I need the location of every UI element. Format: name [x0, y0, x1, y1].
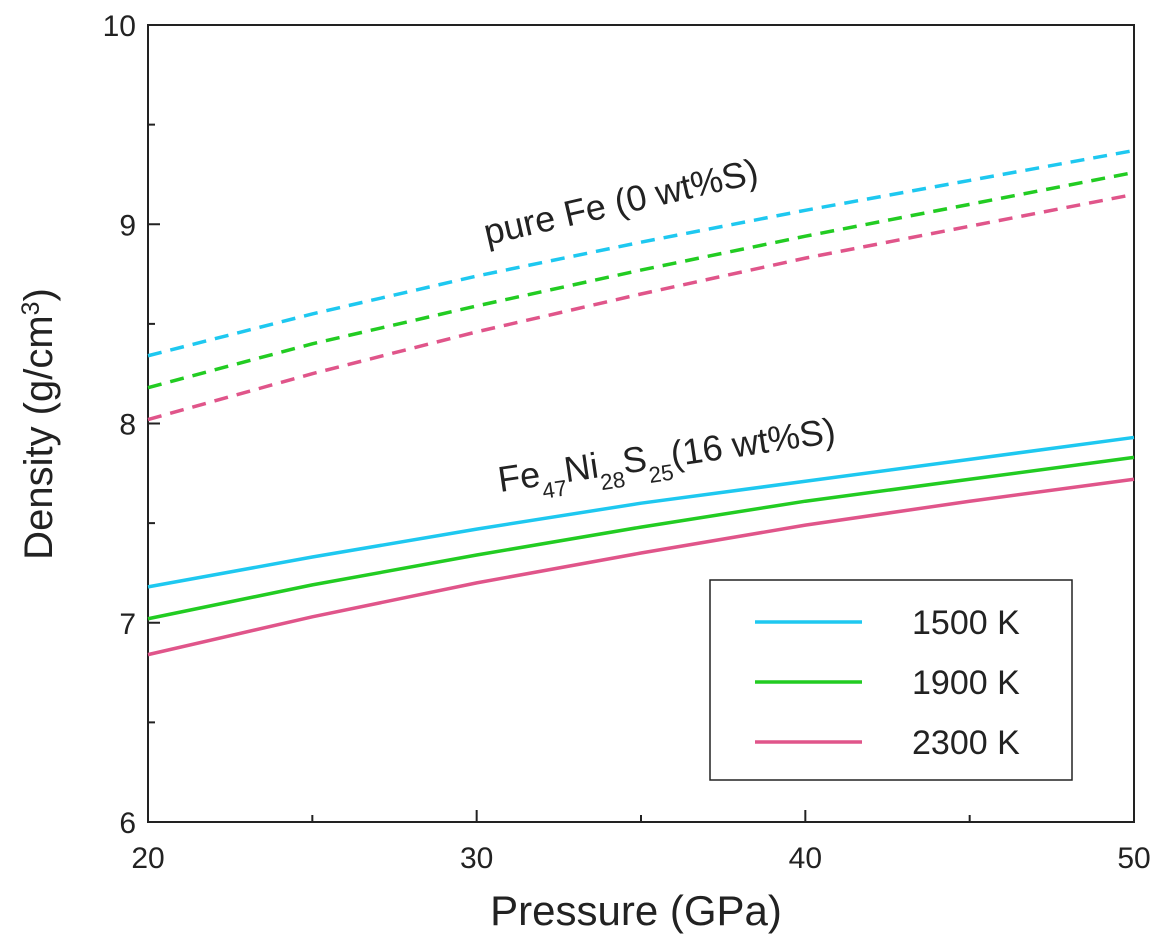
x-tick-label: 40: [789, 842, 822, 875]
y-tick-label: 6: [119, 807, 136, 840]
dashed-line: [147, 170, 1135, 390]
annotation: Fe47Ni28S25(16 wt%S): [495, 410, 839, 510]
line: [147, 477, 1135, 657]
y-axis-label: Density (g/cm3): [17, 288, 61, 560]
legend-label: 2300 K: [912, 724, 1020, 762]
text-part: pure Fe (0 wt%S): [480, 150, 762, 252]
legend-label: 1900 K: [912, 664, 1020, 702]
subscript: 25: [647, 459, 675, 487]
y-tick-label: 8: [119, 409, 136, 442]
text-part: Ni: [561, 445, 601, 491]
y-tick-label: 10: [103, 10, 136, 43]
subscript: 28: [599, 466, 627, 494]
subscript: 47: [540, 475, 568, 503]
line: [147, 435, 1135, 589]
text-part: S: [620, 437, 650, 481]
x-axis-label: Pressure (GPa): [490, 887, 782, 934]
superscript: 3: [18, 302, 45, 316]
x-tick-label: 50: [1117, 842, 1150, 875]
text-part: Density (g/cm: [17, 315, 61, 560]
x-tick-label: 20: [131, 842, 164, 875]
text-part: Fe: [495, 453, 543, 500]
y-tick-label: 9: [119, 209, 136, 242]
line: [147, 455, 1135, 621]
y-tick-label: 7: [119, 608, 136, 641]
dashed-line: [147, 192, 1135, 422]
legend-box: [709, 579, 1073, 781]
text-part: (16 wt%S): [668, 410, 838, 475]
text-part: ): [17, 288, 61, 301]
dashed-line: [147, 148, 1135, 358]
annotation: pure Fe (0 wt%S): [480, 150, 762, 252]
x-tick-label: 30: [460, 842, 493, 875]
legend-label: 1500 K: [912, 604, 1020, 642]
